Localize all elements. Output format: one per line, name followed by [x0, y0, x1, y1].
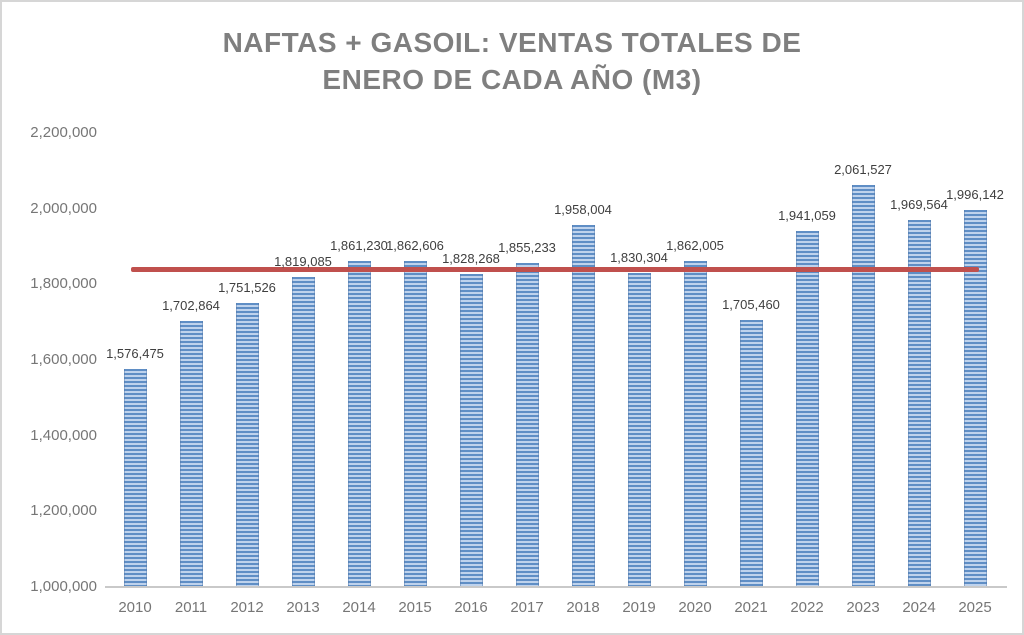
bar-2023: [851, 185, 875, 586]
x-tick-label-2016: 2016: [454, 599, 488, 616]
bar-value-label-2019: 1,830,304: [610, 249, 668, 265]
bar-value-label-2025: 1,996,142: [946, 187, 1004, 203]
y-tick-label: 1,000,000: [30, 578, 97, 595]
bar-value-label-2015: 1,862,606: [386, 237, 444, 253]
bar-value-label-2013: 1,819,085: [274, 254, 332, 270]
y-tick-label: 2,200,000: [30, 124, 97, 141]
bar-2021: [739, 320, 763, 586]
bar-2015: [403, 260, 427, 586]
bar-2014: [347, 261, 371, 586]
x-tick-label-2018: 2018: [566, 599, 600, 616]
x-tick-label-2014: 2014: [342, 599, 376, 616]
x-tick-label-2025: 2025: [958, 599, 992, 616]
bar-value-label-2011: 1,702,864: [162, 298, 220, 314]
bar-value-label-2021: 1,705,460: [722, 297, 780, 313]
y-tick-label: 2,000,000: [30, 199, 97, 217]
x-tick-label-2010: 2010: [118, 599, 152, 616]
bar-value-label-2020: 1,862,005: [666, 237, 724, 253]
reference-line: [131, 266, 979, 272]
x-tick-label-2021: 2021: [734, 599, 768, 616]
x-tick-label-2020: 2020: [678, 599, 712, 616]
bar-2010: [123, 368, 147, 586]
bar-value-label-2018: 1,958,004: [554, 201, 612, 217]
bar-2018: [571, 224, 595, 586]
bar-value-label-2012: 1,751,526: [218, 279, 276, 295]
bar-2025: [963, 210, 987, 586]
bar-2013: [291, 277, 315, 586]
x-tick-label-2015: 2015: [398, 599, 432, 616]
x-axis-line: [105, 586, 1007, 588]
x-tick-label-2022: 2022: [790, 599, 824, 616]
y-tick-label: 1,600,000: [30, 351, 97, 368]
y-tick-label: 1,400,000: [30, 426, 97, 444]
bar-value-label-2016: 1,828,268: [442, 250, 500, 266]
x-tick-label-2012: 2012: [230, 599, 264, 616]
x-tick-label-2013: 2013: [286, 599, 320, 616]
bar-value-label-2017: 1,855,233: [498, 240, 556, 256]
bar-value-label-2023: 2,061,527: [834, 162, 892, 178]
bar-2022: [795, 230, 819, 586]
y-tick-label: 1,200,000: [30, 502, 97, 520]
bar-2019: [627, 272, 651, 586]
x-tick-label-2023: 2023: [846, 599, 880, 616]
bar-2024: [907, 220, 931, 586]
x-tick-label-2019: 2019: [622, 599, 656, 616]
chart-title-line-2: ENERO DE CADA AÑO (M3): [322, 64, 702, 95]
bar-2016: [459, 273, 483, 586]
bar-value-label-2024: 1,969,564: [890, 197, 948, 213]
chart-title: NAFTAS + GASOIL: VENTAS TOTALES DE ENERO…: [2, 24, 1022, 98]
x-tick-label-2011: 2011: [174, 599, 208, 616]
x-tick-label-2017: 2017: [510, 599, 544, 616]
bar-value-label-2014: 1,861,230: [330, 238, 388, 254]
bar-value-label-2022: 1,941,059: [778, 207, 836, 223]
bar-2012: [235, 302, 259, 586]
chart-title-line-1: NAFTAS + GASOIL: VENTAS TOTALES DE: [222, 27, 802, 58]
x-tick-label-2024: 2024: [902, 599, 936, 616]
bar-2017: [515, 263, 539, 586]
bar-2020: [683, 260, 707, 586]
y-tick-label: 1,800,000: [30, 275, 97, 293]
bar-2011: [179, 321, 203, 586]
bar-value-label-2010: 1,576,475: [106, 345, 164, 361]
